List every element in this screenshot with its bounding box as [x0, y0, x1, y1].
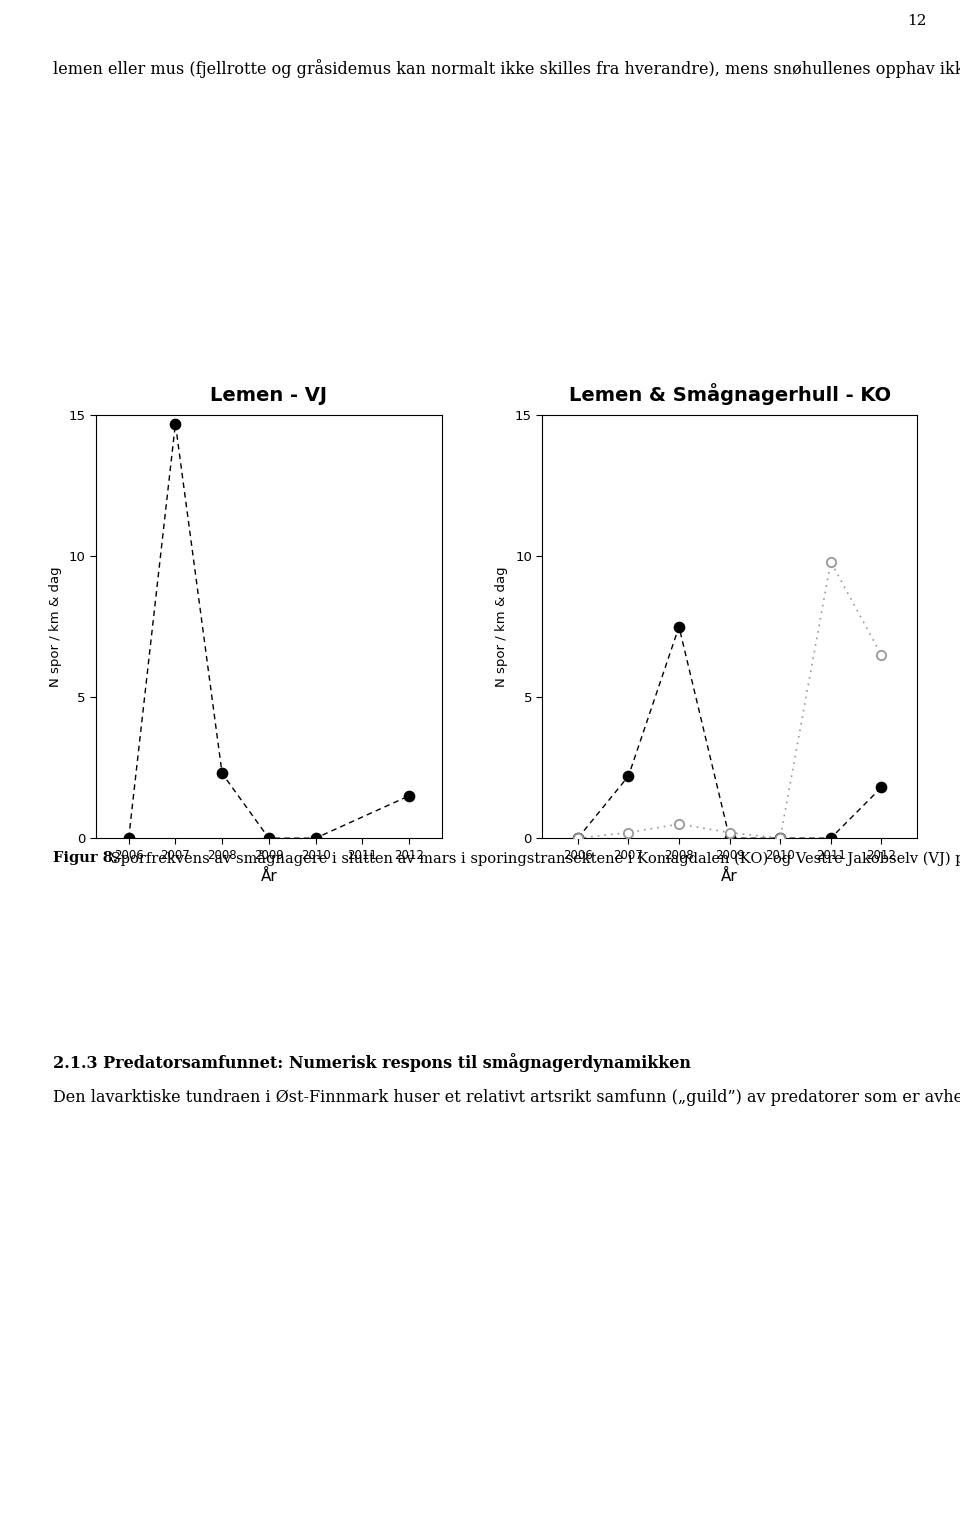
Point — [671, 812, 686, 837]
Point — [168, 411, 183, 437]
Text: 2.1.3 Predatorsamfunnet: Numerisk respons til smågnagerdynamikken: 2.1.3 Predatorsamfunnet: Numerisk respon… — [53, 1054, 691, 1072]
X-axis label: År: År — [260, 869, 277, 884]
Point — [570, 826, 586, 851]
Point — [773, 826, 788, 851]
Point — [773, 826, 788, 851]
Text: Figur 8.: Figur 8. — [53, 851, 118, 864]
Point — [874, 643, 889, 667]
Point — [823, 549, 838, 574]
Text: Sporfrekvens av smågnagere i slutten av mars i sporingstransektene i Komagdalen : Sporfrekvens av smågnagere i slutten av … — [106, 851, 960, 866]
Text: 12: 12 — [907, 14, 926, 28]
Title: Lemen & Smågnagerhull - KO: Lemen & Smågnagerhull - KO — [568, 383, 891, 406]
Point — [823, 826, 838, 851]
Y-axis label: N spor / km & dag: N spor / km & dag — [495, 566, 508, 687]
Point — [401, 783, 417, 809]
Point — [671, 614, 686, 640]
Point — [308, 826, 324, 851]
Point — [570, 826, 586, 851]
Point — [621, 764, 636, 789]
Point — [121, 826, 136, 851]
Point — [261, 826, 276, 851]
Point — [214, 761, 229, 786]
X-axis label: År: År — [721, 869, 738, 884]
Point — [722, 826, 737, 851]
Text: lemen eller mus (fjellrotte og gråsidemus kan normalt ikke skilles fra hverandre: lemen eller mus (fjellrotte og gråsidemu… — [53, 58, 960, 78]
Title: Lemen - VJ: Lemen - VJ — [210, 386, 327, 406]
Point — [874, 775, 889, 800]
Text: Den lavarktiske tundraen i Øst-Finnmark huser et relativt artsrikt samfunn („gui: Den lavarktiske tundraen i Øst-Finnmark … — [53, 1087, 960, 1106]
Point — [722, 820, 737, 844]
Y-axis label: N spor / km & dag: N spor / km & dag — [49, 566, 61, 687]
Point — [621, 820, 636, 844]
